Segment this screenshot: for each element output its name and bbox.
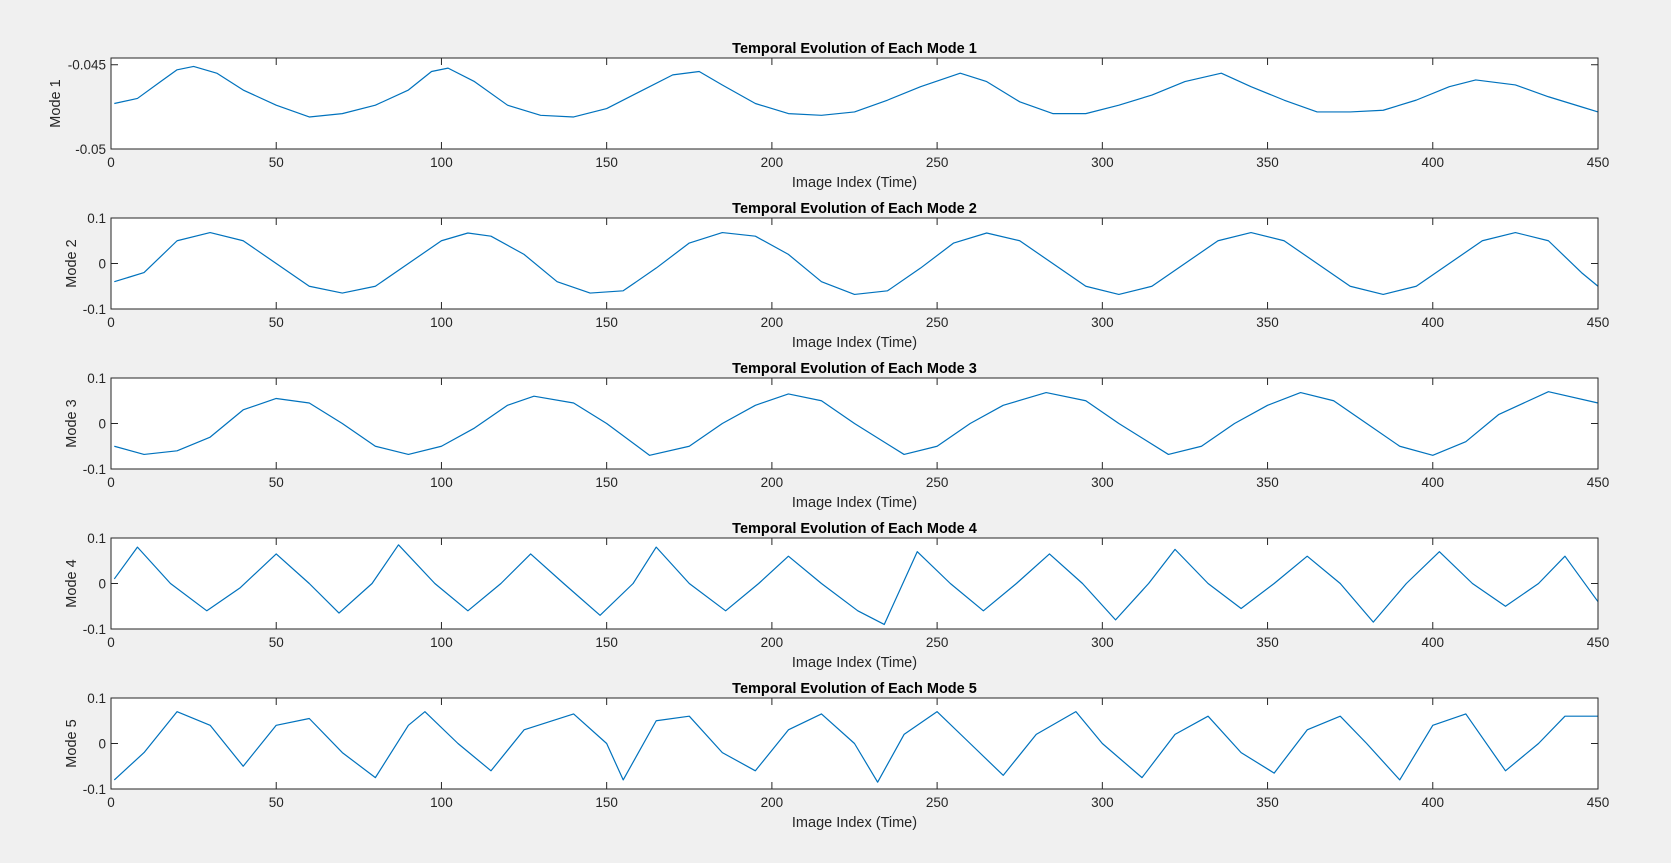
y-tick-label: 0 bbox=[98, 417, 106, 432]
x-axis-label: Image Index (Time) bbox=[792, 495, 917, 511]
axes-box bbox=[110, 57, 1599, 150]
x-tick-label: 300 bbox=[1091, 795, 1114, 810]
x-tick-label: 150 bbox=[595, 475, 618, 490]
x-tick-label: 400 bbox=[1422, 155, 1445, 170]
series-line-mode-5 bbox=[113, 711, 1598, 783]
x-tick-label: 450 bbox=[1587, 635, 1610, 650]
x-tick-label: 300 bbox=[1091, 155, 1114, 170]
x-tick-label: 350 bbox=[1256, 795, 1279, 810]
x-tick-label: 50 bbox=[269, 315, 284, 330]
x-tick-label: 400 bbox=[1422, 315, 1445, 330]
x-tick-label: 0 bbox=[107, 635, 115, 650]
y-tick-label: 0.1 bbox=[87, 211, 106, 226]
x-tick-label: 150 bbox=[595, 155, 618, 170]
y-tick-label: 0.1 bbox=[87, 531, 106, 546]
x-tick-label: 350 bbox=[1256, 315, 1279, 330]
x-tick-label: 0 bbox=[107, 475, 115, 490]
subplot-2: 0 50 100 150 200 250 300 350 400 450-0.100.1Tempo… bbox=[64, 201, 1609, 351]
x-tick-label: 200 bbox=[761, 155, 784, 170]
x-tick-label: 400 bbox=[1422, 795, 1445, 810]
x-tick-label: 400 bbox=[1422, 635, 1445, 650]
x-tick-label: 400 bbox=[1422, 475, 1445, 490]
y-tick-label: -0.05 bbox=[75, 142, 106, 157]
series-line-mode-2 bbox=[114, 231, 1599, 296]
x-tick-label: 150 bbox=[595, 635, 618, 650]
x-tick-label: 0 bbox=[107, 795, 115, 810]
chart-title: Temporal Evolution of Each Mode 3 bbox=[732, 361, 977, 377]
plot-area bbox=[111, 218, 1598, 309]
chart-title: Temporal Evolution of Each Mode 1 bbox=[732, 41, 977, 57]
x-tick-label: 300 bbox=[1091, 475, 1114, 490]
y-tick-label: -0.1 bbox=[83, 622, 106, 637]
x-tick-label: 200 bbox=[761, 635, 784, 650]
x-tick-label: 300 bbox=[1091, 315, 1114, 330]
series-line-mode-3 bbox=[114, 391, 1599, 456]
x-tick-label: 200 bbox=[761, 315, 784, 330]
subplot-1: 0 50 100 150 200 250 300 350 400 450 -0.05 -0.045 Te… bbox=[48, 41, 1609, 191]
y-tick-label: -0.1 bbox=[83, 302, 106, 317]
x-tick-label: 100 bbox=[430, 795, 453, 810]
x-tick-label: 150 bbox=[595, 795, 618, 810]
x-axis-label: Image Index (Time) bbox=[792, 815, 917, 831]
y-tick-label: 0 bbox=[98, 257, 106, 272]
x-tick-label: 200 bbox=[761, 475, 784, 490]
y-tick-label: 0 bbox=[98, 577, 106, 592]
x-tick-label: 250 bbox=[926, 315, 949, 330]
y-tick-label: -0.1 bbox=[83, 782, 106, 797]
x-axis-label: Image Index (Time) bbox=[792, 175, 917, 191]
x-tick-label: 100 bbox=[430, 475, 453, 490]
series-line-mode-1 bbox=[114, 65, 1599, 118]
y-axis-label: Mode 1 bbox=[48, 79, 64, 127]
x-tick-label: 450 bbox=[1587, 475, 1610, 490]
chart-title: Temporal Evolution of Each Mode 2 bbox=[732, 201, 977, 217]
y-axis-label: Mode 4 bbox=[64, 559, 80, 607]
x-tick-label: 50 bbox=[269, 795, 284, 810]
x-tick-label: 450 bbox=[1587, 155, 1610, 170]
x-tick-label: 0 bbox=[107, 155, 115, 170]
y-tick-label: -0.045 bbox=[68, 58, 106, 73]
x-tick-label: 300 bbox=[1091, 635, 1114, 650]
y-axis-label: Mode 5 bbox=[64, 719, 80, 767]
x-tick-label: 150 bbox=[595, 315, 618, 330]
x-tick-label: 350 bbox=[1256, 635, 1279, 650]
y-tick-label: 0 bbox=[98, 737, 106, 752]
x-tick-label: 250 bbox=[926, 155, 949, 170]
x-tick-label: 250 bbox=[926, 475, 949, 490]
x-tick-label: 50 bbox=[269, 475, 284, 490]
y-tick-label: -0.1 bbox=[83, 462, 106, 477]
plot-area bbox=[111, 538, 1598, 629]
x-tick-label: 100 bbox=[430, 635, 453, 650]
x-axis-label: Image Index (Time) bbox=[792, 335, 917, 351]
y-tick-label: 0.1 bbox=[87, 691, 106, 706]
x-tick-label: 250 bbox=[926, 635, 949, 650]
y-axis-label: Mode 3 bbox=[64, 399, 80, 447]
x-tick-label: 250 bbox=[926, 795, 949, 810]
x-tick-label: 450 bbox=[1587, 795, 1610, 810]
x-axis-label: Image Index (Time) bbox=[792, 655, 917, 671]
x-tick-label: 350 bbox=[1256, 475, 1279, 490]
subplot-5: 0 50 100 150 200 250 300 350 400 450-0.100.1Tempo… bbox=[64, 681, 1609, 831]
chart-title: Temporal Evolution of Each Mode 4 bbox=[732, 521, 977, 537]
y-axis-label: Mode 2 bbox=[64, 239, 80, 287]
y-tick-label: 0.1 bbox=[87, 371, 106, 386]
x-tick-label: 100 bbox=[430, 155, 453, 170]
x-tick-label: 200 bbox=[761, 795, 784, 810]
x-tick-label: 0 bbox=[107, 315, 115, 330]
subplot-3: 0 50 100 150 200 250 300 350 400 450-0.100.1Tempo… bbox=[64, 361, 1609, 511]
subplot-4: 0 50 100 150 200 250 300 350 400 450-0.100.1Tempo… bbox=[64, 521, 1609, 671]
x-tick-label: 100 bbox=[430, 315, 453, 330]
x-tick-label: 350 bbox=[1256, 155, 1279, 170]
x-tick-label: 50 bbox=[269, 155, 284, 170]
plot-area bbox=[111, 58, 1598, 149]
chart-title: Temporal Evolution of Each Mode 5 bbox=[732, 681, 977, 697]
x-tick-label: 450 bbox=[1587, 315, 1610, 330]
series-line-mode-4 bbox=[113, 544, 1599, 626]
x-tick-label: 50 bbox=[269, 635, 284, 650]
